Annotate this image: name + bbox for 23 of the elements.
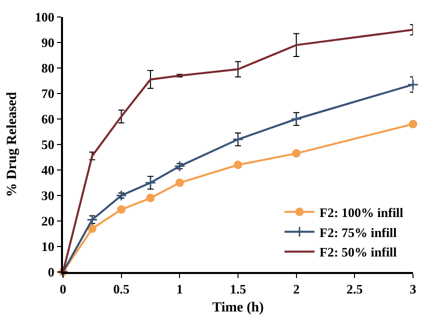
x-tick-label: 0.5 [113, 282, 130, 297]
x-tick-label: 3 [410, 282, 417, 297]
y-tick-label: 60 [41, 112, 54, 127]
legend-label: F2: 100% infill [320, 204, 404, 220]
y-tick-label: 70 [41, 86, 54, 102]
x-tick-label: 2 [293, 282, 300, 297]
y-tick-label: 20 [41, 214, 54, 229]
x-tick-label: 1 [176, 282, 183, 297]
x-tick-label: 0 [60, 282, 66, 297]
legend-label: F2: 50% infill [320, 244, 398, 260]
y-tick-label: 30 [41, 188, 54, 204]
y-tick-label: 100 [34, 10, 54, 25]
y-tick-label: 40 [41, 162, 54, 178]
y-tick-label: 80 [41, 60, 54, 76]
y-tick-label: 90 [41, 35, 54, 50]
x-tick-label: 1.5 [230, 282, 247, 297]
y-tick-label: 10 [41, 239, 54, 254]
x-tick-label: 2.5 [346, 282, 364, 297]
y-tick-label: 0 [48, 264, 54, 280]
y-axis-title: % Drug Released [5, 92, 20, 197]
y-tick-label: 50 [41, 137, 54, 152]
x-axis-title: Time (h) [212, 300, 264, 316]
legend-label: F2: 75% infill [320, 224, 398, 240]
